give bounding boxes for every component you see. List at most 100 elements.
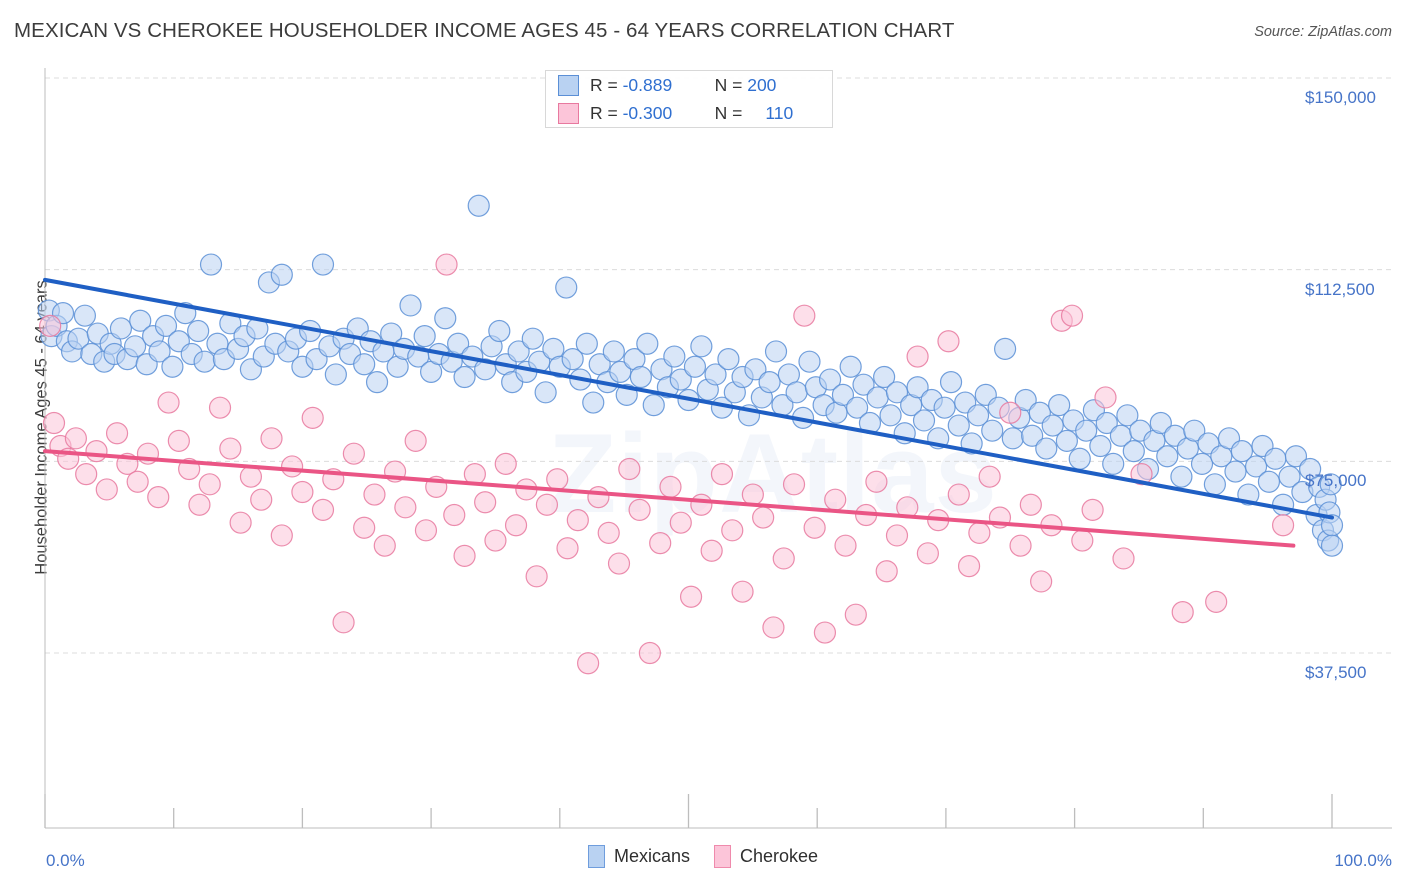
data-point	[250, 488, 273, 511]
data-point	[291, 480, 314, 504]
r-label-mexicans: R =	[590, 74, 618, 95]
series-label-mexicans: Mexicans	[613, 846, 690, 866]
data-point	[467, 194, 490, 217]
data-point	[494, 452, 517, 475]
data-point	[762, 616, 785, 639]
data-point	[957, 555, 981, 578]
data-point	[546, 468, 569, 491]
data-point	[73, 304, 97, 327]
data-point	[772, 547, 795, 570]
data-point	[852, 373, 875, 396]
data-point	[453, 365, 476, 389]
data-point	[906, 376, 929, 399]
data-point	[535, 493, 559, 516]
data-point	[161, 355, 184, 378]
data-point	[587, 486, 610, 509]
trendline-cherokee	[43, 449, 1296, 548]
data-point	[642, 394, 665, 417]
data-point	[75, 463, 98, 486]
data-point	[636, 332, 659, 355]
data-point	[785, 381, 808, 404]
data-point	[1068, 447, 1091, 470]
data-point	[1244, 455, 1268, 478]
data-point	[981, 419, 1004, 442]
data-point	[414, 519, 438, 542]
data-point	[167, 429, 190, 452]
data-point	[488, 319, 511, 343]
data-point	[453, 544, 476, 567]
data-point	[679, 585, 703, 608]
data-point	[95, 478, 118, 501]
r-label-cherokee: R =	[590, 102, 618, 123]
data-point	[844, 603, 867, 626]
data-point	[404, 429, 427, 452]
data-point	[629, 365, 652, 389]
data-point	[188, 493, 211, 516]
data-point	[690, 335, 713, 358]
data-point	[534, 381, 557, 404]
legend-row-mexicans: R = -0.889 N = 200	[546, 71, 832, 99]
data-point	[1014, 388, 1037, 412]
data-point	[873, 365, 896, 389]
data-point	[1021, 424, 1044, 447]
data-point	[1048, 394, 1071, 417]
data-point	[609, 360, 632, 383]
data-point	[504, 514, 528, 537]
data-point	[157, 391, 180, 414]
data-point	[39, 314, 62, 337]
data-point	[373, 534, 396, 557]
data-point	[154, 314, 178, 337]
series-legend-item-cherokee[interactable]: Cherokee	[713, 845, 818, 868]
data-point	[577, 652, 600, 675]
data-point	[332, 611, 355, 634]
data-point	[198, 473, 221, 496]
legend-row-cherokee: R = -0.300 N = 110	[546, 99, 832, 127]
data-point	[875, 560, 898, 583]
series-points-mexicans	[37, 194, 1344, 557]
data-point	[1190, 452, 1214, 475]
data-point	[628, 498, 651, 521]
data-point	[1094, 386, 1117, 409]
data-point	[281, 455, 304, 478]
n-value-mexicans: 200	[747, 74, 777, 95]
data-point	[394, 496, 417, 519]
data-point	[1019, 493, 1042, 516]
series-swatch-cherokee	[713, 845, 731, 868]
data-point	[443, 503, 466, 527]
data-point	[659, 475, 682, 498]
data-point	[834, 534, 857, 557]
data-point	[764, 340, 788, 363]
data-point	[947, 483, 970, 506]
data-point	[365, 371, 389, 394]
data-point	[1081, 498, 1104, 521]
data-point	[710, 463, 734, 486]
data-point	[1230, 440, 1254, 463]
data-point	[311, 253, 335, 276]
data-point	[1030, 570, 1053, 593]
correlation-legend: R = -0.889 N = 200 R = -0.300 N = 110	[545, 70, 833, 128]
data-point	[782, 473, 806, 496]
data-point	[582, 391, 605, 414]
series-points-cherokee	[39, 253, 1295, 675]
data-point	[148, 340, 171, 363]
data-point	[758, 371, 781, 394]
data-point	[1224, 460, 1247, 483]
y-axis-tick-label: $75,000	[1305, 471, 1367, 491]
data-point	[999, 401, 1022, 424]
data-point	[663, 345, 686, 368]
data-point	[575, 332, 598, 355]
data-point	[1264, 447, 1287, 470]
series-legend-item-mexicans[interactable]: Mexicans	[587, 845, 690, 868]
data-point	[1284, 445, 1308, 468]
data-point	[566, 509, 589, 532]
x-axis-max-label: 100.0%	[1334, 851, 1392, 870]
data-point	[1102, 452, 1125, 475]
data-point	[64, 427, 87, 450]
data-point	[229, 511, 252, 534]
data-point	[912, 409, 936, 432]
data-point	[260, 427, 283, 450]
data-point	[966, 404, 990, 427]
data-point	[434, 307, 457, 330]
data-point	[1089, 434, 1112, 458]
data-point	[1075, 419, 1098, 442]
